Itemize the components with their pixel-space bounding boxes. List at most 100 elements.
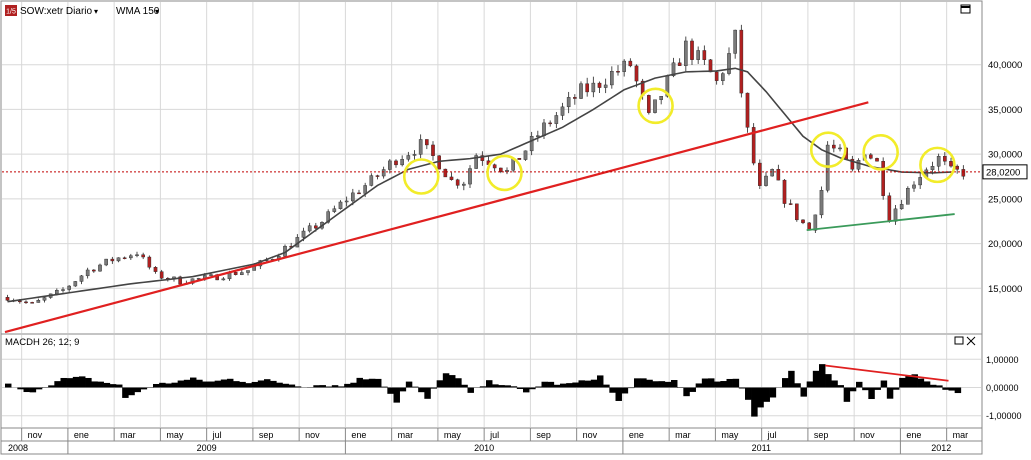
candle-body	[351, 193, 354, 201]
macd-bar	[73, 377, 79, 388]
candle-body	[758, 163, 761, 186]
candle-body	[919, 177, 922, 185]
macd-bar	[813, 371, 819, 388]
candle-body	[956, 166, 959, 169]
macd-bar	[887, 388, 893, 399]
candle-body	[937, 156, 940, 166]
year-tick-label: 2010	[474, 443, 494, 453]
macd-bar	[178, 381, 184, 388]
symbol-dropdown-icon[interactable]: ▾	[94, 7, 98, 16]
candle-body	[734, 30, 737, 53]
candle-body	[906, 188, 909, 204]
candle-body	[857, 160, 860, 169]
candle-body	[820, 190, 823, 215]
macd-bar	[412, 387, 418, 388]
candle-body	[949, 161, 952, 166]
month-tick-label: ene	[629, 430, 644, 440]
month-tick-label: mar	[953, 430, 969, 440]
year-tick-label: 2011	[752, 443, 771, 453]
candle-body	[746, 93, 749, 127]
macd-bar	[492, 384, 498, 387]
macd-bar	[875, 388, 881, 390]
candle-body	[653, 100, 656, 113]
month-tick-label: nov	[860, 430, 875, 440]
candle-body	[142, 255, 145, 257]
candle-body	[777, 169, 780, 180]
macd-bar	[850, 388, 856, 392]
candle-body	[814, 215, 817, 230]
symbol-label[interactable]: SOW:xetr Diario	[20, 6, 92, 17]
macd-bar	[313, 385, 319, 387]
macd-bar	[338, 386, 344, 387]
candle-body	[37, 300, 40, 302]
candle-body	[536, 136, 539, 137]
macd-bar	[400, 388, 406, 392]
macd-label[interactable]: MACDH 26; 12; 9	[5, 337, 79, 348]
macd-bar	[61, 378, 67, 388]
macd-bar	[739, 388, 745, 389]
candle-body	[943, 156, 946, 161]
month-tick-label: nov	[28, 430, 43, 440]
macd-bar	[289, 385, 295, 388]
candle-body	[55, 290, 58, 294]
candle-body	[419, 139, 422, 154]
candle-body	[549, 123, 552, 124]
macd-bar	[757, 388, 763, 408]
candle-body	[579, 84, 582, 99]
candle-body	[246, 270, 249, 272]
macd-bar	[85, 378, 91, 388]
candle-body	[635, 66, 638, 81]
macd-bar	[819, 364, 825, 387]
indicator-label[interactable]: WMA 150	[116, 6, 160, 17]
macd-bar	[893, 388, 899, 390]
macd-bar	[554, 385, 560, 388]
macd-bar	[801, 388, 807, 397]
macd-bar	[566, 383, 572, 387]
macd-bar	[807, 381, 813, 387]
macd-bar	[733, 379, 739, 388]
macd-bar	[548, 382, 554, 388]
macd-bar	[560, 384, 566, 388]
macd-bar	[579, 380, 585, 387]
month-tick-label: sep	[259, 430, 274, 440]
macd-bar	[591, 380, 597, 388]
macd-bar	[899, 378, 905, 388]
month-tick-label: may	[444, 430, 462, 440]
macd-bar	[344, 384, 350, 388]
candle-body	[117, 258, 120, 261]
macd-bar	[122, 388, 128, 398]
candle-body	[129, 256, 132, 258]
candle-body	[567, 97, 570, 107]
layout-badge-label: 1/5	[6, 9, 16, 16]
macd-bar	[696, 383, 702, 387]
candle-body	[493, 165, 496, 168]
macd-bar	[708, 378, 714, 387]
macd-bar	[628, 388, 634, 389]
candle-body	[678, 63, 681, 66]
candle-body	[438, 156, 441, 169]
macd-bar	[24, 388, 30, 393]
indicator-dropdown-icon[interactable]: ▾	[155, 7, 159, 16]
candle-body	[962, 169, 965, 176]
macd-bar	[437, 380, 443, 387]
candle-body	[555, 115, 558, 123]
macd-bar	[30, 388, 36, 393]
candle-body	[524, 151, 527, 160]
candle-body	[875, 158, 878, 161]
macd-bar	[616, 388, 622, 401]
candle-body	[462, 184, 465, 185]
candle-body	[425, 139, 428, 144]
macd-bar	[91, 381, 97, 387]
macd-bar	[394, 388, 400, 403]
macd-bar	[5, 384, 11, 388]
candle-body	[598, 83, 601, 87]
macd-bar	[653, 381, 659, 387]
macd-bar	[529, 388, 535, 390]
macd-bar	[406, 382, 412, 388]
macd-bar	[634, 378, 640, 387]
macd-bar	[258, 380, 264, 387]
month-tick-label: ene	[906, 430, 921, 440]
macd-bar	[609, 388, 615, 393]
price-tick-label: 25,0000	[988, 194, 1022, 205]
macd-bar	[942, 388, 948, 390]
